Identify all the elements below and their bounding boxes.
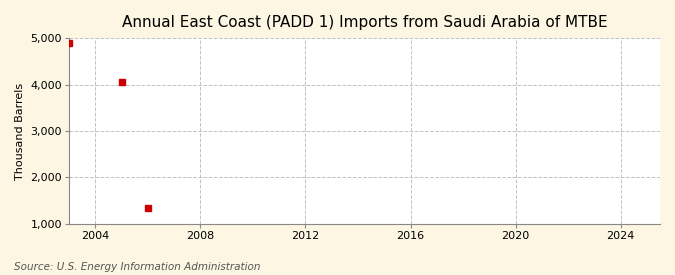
- Text: Source: U.S. Energy Information Administration: Source: U.S. Energy Information Administ…: [14, 262, 260, 272]
- Title: Annual East Coast (PADD 1) Imports from Saudi Arabia of MTBE: Annual East Coast (PADD 1) Imports from …: [122, 15, 608, 30]
- Y-axis label: Thousand Barrels: Thousand Barrels: [15, 82, 25, 180]
